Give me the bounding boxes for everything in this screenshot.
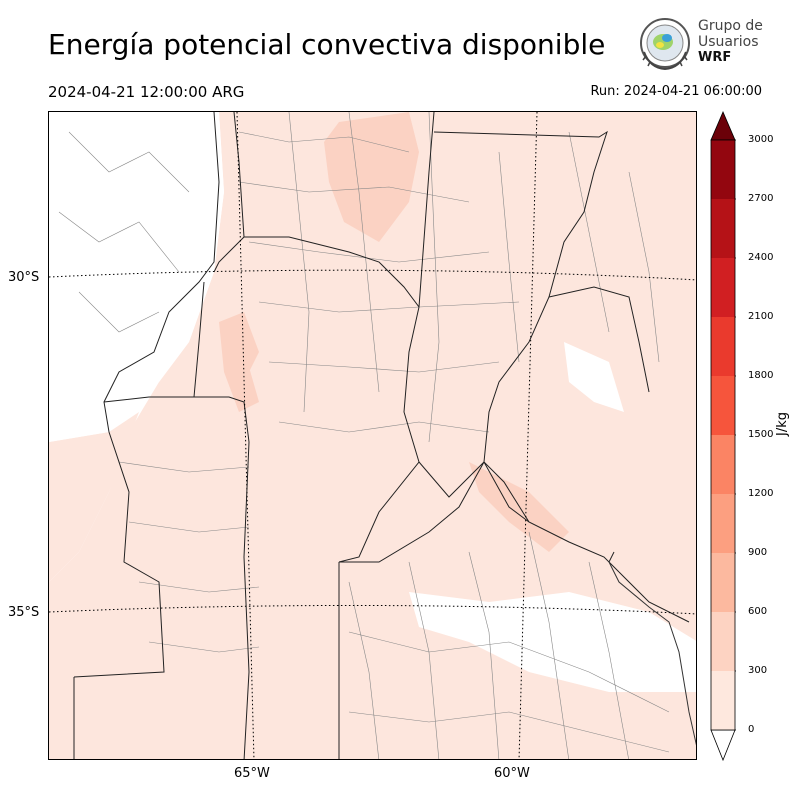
grupo-usuarios-wrf-logo: Grupo de Usuarios WRF <box>636 16 766 72</box>
coastline <box>608 561 696 746</box>
colorbar-tick-label: 3000 <box>748 134 774 145</box>
colorbar-tick-label: 2100 <box>748 311 774 322</box>
colorbar-segment <box>711 671 735 730</box>
lon-line-65w <box>236 112 255 759</box>
lat-label-35s: 35°S <box>8 605 40 620</box>
colorbar-segment <box>711 612 735 671</box>
cape-gap-northwest <box>49 112 224 442</box>
lon-line-60w <box>518 112 538 759</box>
department-borders <box>58 112 670 759</box>
page-title: Energía potencial convectiva disponible <box>48 28 606 61</box>
colorbar-segment <box>711 317 735 376</box>
globe-logo-icon <box>640 18 690 71</box>
colorbar-tick-label: 1200 <box>748 488 774 499</box>
colorbar-segment <box>711 435 735 494</box>
colorbar-tick-label: 300 <box>748 665 768 676</box>
colorbar-tick-label: 0 <box>748 724 755 735</box>
colorbar-svg <box>710 110 739 762</box>
colorbar-tick-label: 900 <box>748 547 768 558</box>
map-canvas <box>49 112 696 759</box>
lat-line-30s <box>49 269 696 281</box>
run-time-label: Run: 2024-04-21 06:00:00 <box>590 84 762 99</box>
colorbar-tick-label: 1500 <box>748 429 774 440</box>
valid-time-label: 2024-04-21 12:00:00 ARG <box>48 83 245 101</box>
colorbar-tick-label: 600 <box>748 606 768 617</box>
colorbar-segment <box>711 376 735 435</box>
lat-label-30s: 30°S <box>8 270 40 285</box>
colorbar-segment <box>711 494 735 553</box>
graticule <box>49 112 696 759</box>
colorbar-segment <box>711 258 735 317</box>
colorbar-under-triangle <box>710 729 736 762</box>
logo-line-3: WRF <box>698 50 732 65</box>
cape-gap-east <box>564 342 624 412</box>
cape-field-mid-center <box>224 367 259 412</box>
colorbar-segment <box>711 199 735 258</box>
cape-field-mid-west <box>219 312 259 382</box>
logo-line-2: Usuarios <box>698 34 759 50</box>
cape-field-mid-north <box>324 112 419 242</box>
province-borders <box>73 112 690 759</box>
lon-label-60w: 60°W <box>494 766 530 781</box>
cape-gap-south <box>409 592 696 692</box>
colorbar-tick-label: 2700 <box>748 193 774 204</box>
logo-line-1: Grupo de <box>698 18 763 34</box>
lat-line-35s <box>49 604 696 615</box>
colorbar-unit-label: J/kg <box>775 412 790 436</box>
lon-label-65w: 65°W <box>234 766 270 781</box>
colorbar-tick-label: 2400 <box>748 252 774 263</box>
colorbar-tick-label: 1800 <box>748 370 774 381</box>
cape-map <box>48 111 697 760</box>
colorbar-segment <box>711 553 735 612</box>
colorbar-over-triangle <box>710 110 736 141</box>
colorbar <box>710 110 739 762</box>
colorbar-segment <box>711 140 735 199</box>
